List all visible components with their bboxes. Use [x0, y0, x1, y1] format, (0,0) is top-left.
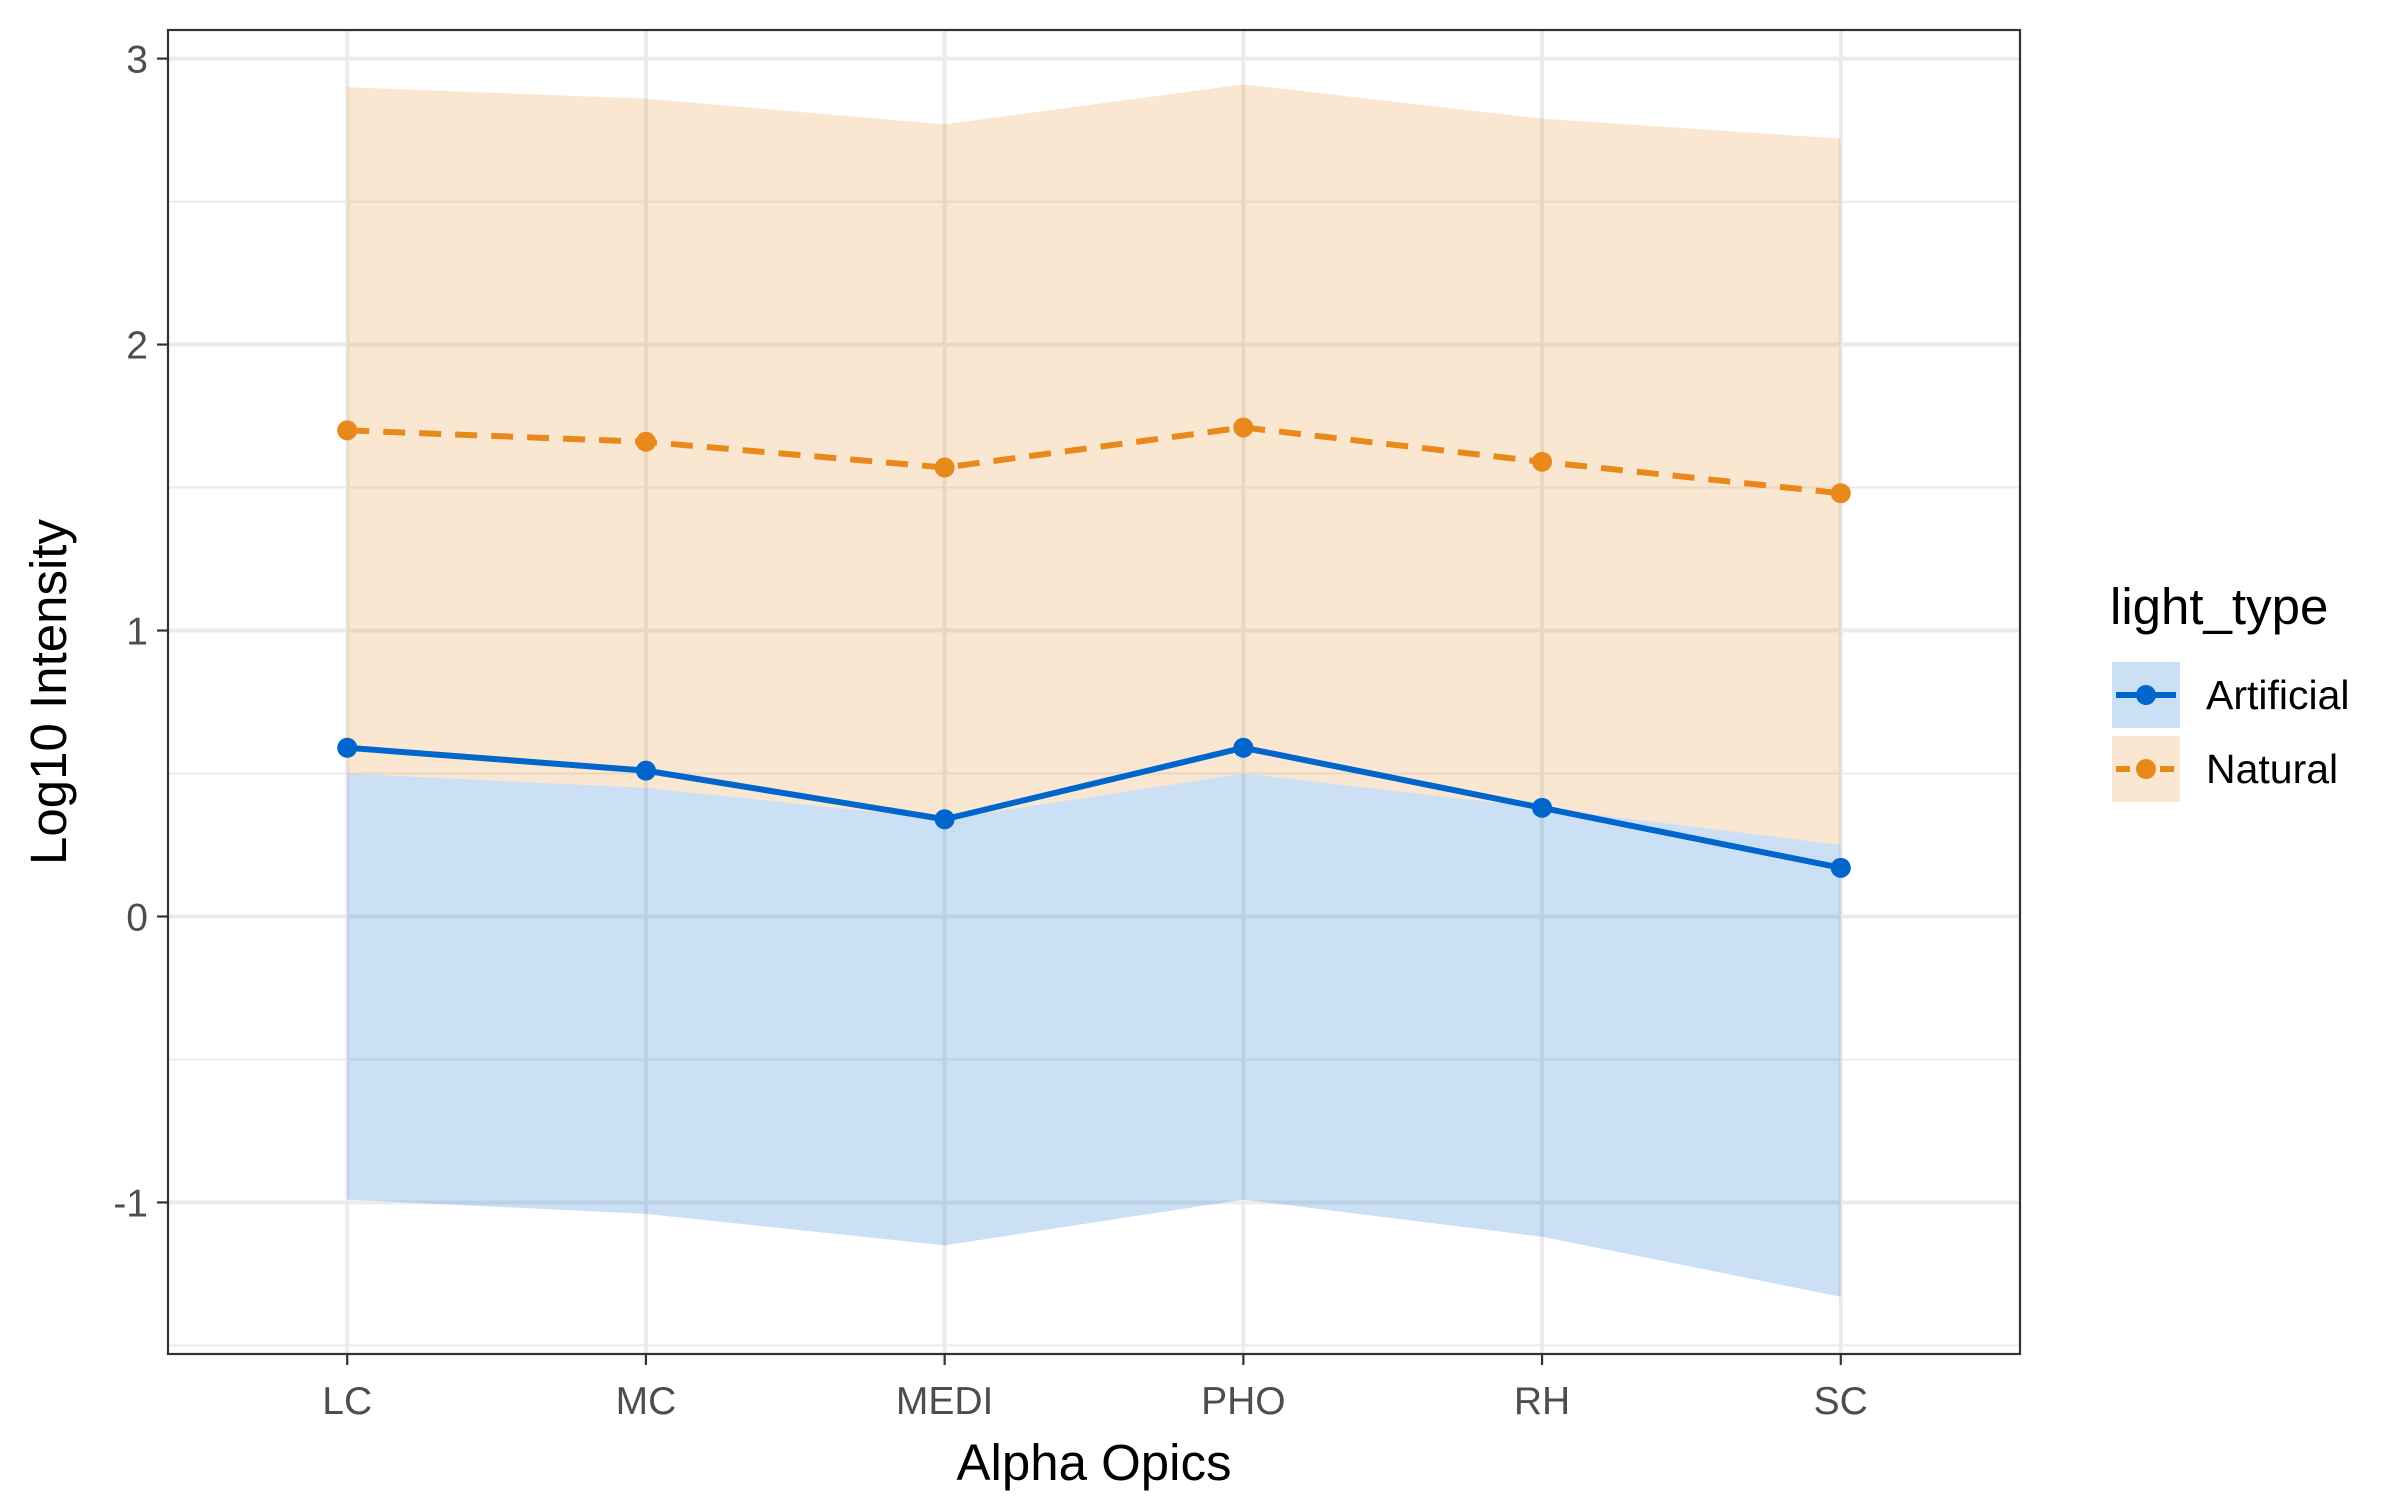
major-gridlines — [168, 30, 2020, 1354]
ribbon-bands — [347, 84, 1841, 1297]
series-lines — [346, 424, 1842, 871]
point-artificial-lc — [337, 737, 358, 758]
point-artificial-medi — [934, 809, 955, 830]
legend-label-natural: Natural — [2206, 746, 2338, 792]
plot-panel-background — [168, 30, 2020, 1354]
y-axis-title: Log10 Intensity — [20, 519, 77, 865]
point-natural-sc — [1830, 483, 1851, 504]
x-tick-label-pho: PHO — [1201, 1380, 1286, 1423]
point-artificial-pho — [1233, 737, 1254, 758]
legend-title: light_type — [2110, 578, 2328, 635]
point-natural-mc — [635, 431, 656, 452]
x-tick-label-medi: MEDI — [896, 1380, 994, 1423]
y-tick-label: -1 — [113, 1182, 148, 1225]
point-natural-medi — [934, 457, 955, 478]
legend: light_type Artificial Natural — [2110, 578, 2350, 802]
point-natural-lc — [337, 420, 358, 441]
y-tick-label: 2 — [126, 325, 148, 368]
band-artificial — [347, 773, 1841, 1297]
legend-key-point-artificial — [2136, 685, 2156, 705]
point-artificial-sc — [1830, 857, 1851, 878]
x-axis: LC MC MEDI PHO RH SC — [322, 1354, 1868, 1423]
x-tick-label-mc: MC — [616, 1380, 677, 1423]
plot-panel-border — [166, 28, 2022, 1356]
point-natural-rh — [1532, 451, 1553, 472]
y-tick-label: 1 — [126, 611, 148, 654]
point-artificial-mc — [635, 760, 656, 781]
minor-gridlines — [168, 200, 2020, 1347]
y-tick-label: 0 — [126, 896, 148, 939]
band-natural — [347, 84, 1841, 845]
point-artificial-rh — [1532, 797, 1553, 818]
legend-label-artificial: Artificial — [2206, 672, 2350, 718]
line-artificial — [346, 744, 1842, 871]
y-tick-label: 3 — [126, 39, 148, 82]
y-axis: -1 0 1 2 3 — [113, 39, 168, 1225]
series-points — [337, 417, 1851, 878]
legend-key-point-natural — [2136, 759, 2156, 779]
x-tick-label-sc: SC — [1814, 1380, 1868, 1423]
point-natural-pho — [1233, 417, 1254, 438]
x-tick-label-rh: RH — [1514, 1380, 1570, 1423]
x-axis-title: Alpha Opics — [957, 1434, 1232, 1491]
x-tick-label-lc: LC — [322, 1380, 372, 1423]
plot-panel — [166, 28, 2022, 1356]
